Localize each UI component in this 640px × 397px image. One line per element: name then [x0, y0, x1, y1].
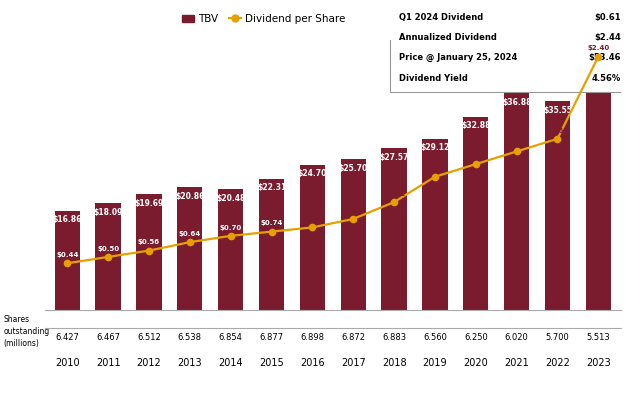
Legend: TBV, Dividend per Share: TBV, Dividend per Share: [177, 10, 350, 28]
Text: $0.50: $0.50: [97, 246, 119, 252]
Text: 2013: 2013: [177, 358, 202, 368]
Bar: [54, 211, 80, 310]
Text: $27.57: $27.57: [380, 152, 409, 162]
Text: 2023: 2023: [586, 358, 611, 368]
Text: $20.48: $20.48: [216, 194, 245, 203]
Text: Annualized Dividend: Annualized Dividend: [399, 33, 497, 42]
Text: $53.46: $53.46: [588, 54, 621, 62]
Text: 6.467: 6.467: [96, 333, 120, 342]
Bar: [586, 77, 611, 310]
Bar: [218, 189, 243, 310]
Bar: [422, 139, 447, 310]
Bar: [259, 179, 284, 310]
Text: 2016: 2016: [300, 358, 324, 368]
Text: 2018: 2018: [382, 358, 406, 368]
Text: 4.56%: 4.56%: [591, 74, 621, 83]
Text: $0.61: $0.61: [594, 13, 621, 22]
Text: $1.38: $1.38: [465, 153, 487, 159]
Bar: [300, 165, 325, 310]
Text: $18.09: $18.09: [93, 208, 123, 217]
Text: $0.74: $0.74: [260, 220, 283, 226]
Text: $24.70: $24.70: [298, 170, 327, 178]
Text: $20.86: $20.86: [175, 192, 205, 201]
Text: $35.55: $35.55: [543, 106, 572, 115]
Text: 5.513: 5.513: [586, 333, 610, 342]
Text: 6.250: 6.250: [464, 333, 488, 342]
FancyBboxPatch shape: [390, 3, 630, 93]
Text: $0.44: $0.44: [56, 252, 79, 258]
Text: 6.872: 6.872: [341, 333, 365, 342]
Text: 2015: 2015: [259, 358, 284, 368]
Text: 6.538: 6.538: [178, 333, 202, 342]
Bar: [340, 159, 366, 310]
Text: $1.26: $1.26: [424, 166, 446, 172]
Text: 6.883: 6.883: [382, 333, 406, 342]
Bar: [463, 117, 488, 310]
Bar: [381, 148, 407, 310]
Text: $16.86: $16.86: [52, 216, 82, 224]
Text: $36.88: $36.88: [502, 98, 531, 107]
Text: $2.44: $2.44: [594, 33, 621, 42]
Text: $0.70: $0.70: [220, 225, 242, 231]
Text: $25.70: $25.70: [339, 164, 368, 173]
Text: 2021: 2021: [504, 358, 529, 368]
Text: $0.78: $0.78: [301, 216, 323, 222]
Bar: [504, 93, 529, 310]
Text: 2011: 2011: [96, 358, 120, 368]
Text: $32.88: $32.88: [461, 121, 490, 130]
Text: $1.02: $1.02: [383, 191, 405, 197]
Text: 2014: 2014: [218, 358, 243, 368]
Text: $0.64: $0.64: [179, 231, 201, 237]
Text: Price @ January 25, 2024: Price @ January 25, 2024: [399, 53, 517, 62]
Bar: [95, 204, 121, 310]
Text: $0.86: $0.86: [342, 208, 364, 214]
Text: $1.50: $1.50: [506, 140, 528, 146]
Text: 2010: 2010: [55, 358, 79, 368]
Text: 6.020: 6.020: [505, 333, 529, 342]
Text: 2022: 2022: [545, 358, 570, 368]
Bar: [177, 187, 202, 310]
Text: 6.854: 6.854: [219, 333, 243, 342]
Text: $1.62: $1.62: [547, 127, 568, 133]
Text: 2019: 2019: [422, 358, 447, 368]
Text: 2012: 2012: [136, 358, 161, 368]
Text: 6.877: 6.877: [259, 333, 284, 342]
Text: $2.40: $2.40: [588, 45, 609, 51]
Text: $22.31: $22.31: [257, 183, 286, 193]
Text: 6.512: 6.512: [137, 333, 161, 342]
Text: $19.69: $19.69: [134, 199, 164, 208]
Text: 6.427: 6.427: [55, 333, 79, 342]
Text: $0.56: $0.56: [138, 239, 160, 245]
Text: 2020: 2020: [463, 358, 488, 368]
Text: 6.560: 6.560: [423, 333, 447, 342]
Text: Q1 2024 Dividend: Q1 2024 Dividend: [399, 13, 483, 22]
Bar: [136, 194, 162, 310]
Text: $29.12: $29.12: [420, 143, 449, 152]
Bar: [545, 101, 570, 310]
Text: 6.898: 6.898: [300, 333, 324, 342]
Text: $39.68: $39.68: [584, 81, 613, 91]
Text: 5.700: 5.700: [546, 333, 570, 342]
Text: 2017: 2017: [341, 358, 365, 368]
Text: Shares
outstanding
(millions): Shares outstanding (millions): [3, 315, 49, 348]
Text: Dividend Yield: Dividend Yield: [399, 74, 468, 83]
